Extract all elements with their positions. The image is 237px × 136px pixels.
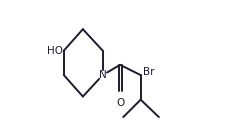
Text: N: N [99, 70, 107, 80]
Text: Br: Br [143, 67, 154, 77]
Text: O: O [116, 98, 124, 108]
Text: HO: HO [47, 46, 63, 56]
